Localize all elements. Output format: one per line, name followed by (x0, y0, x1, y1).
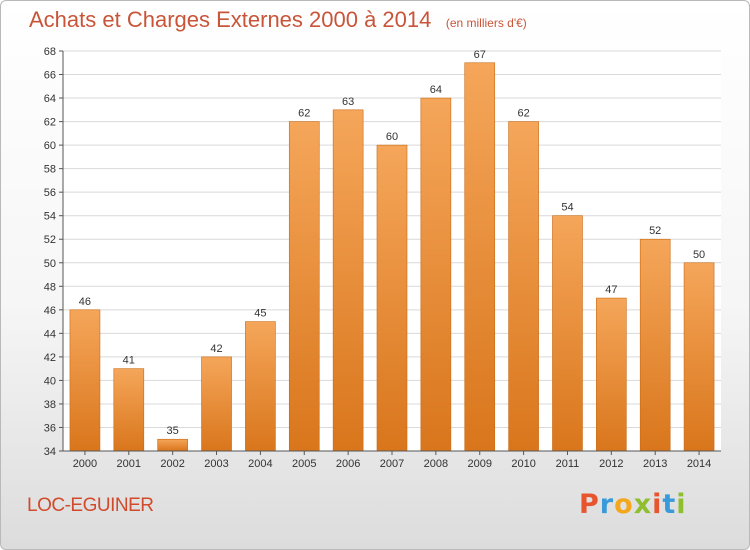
bar-2012[interactable] (596, 297, 627, 452)
x-tick-label-2006: 2006 (336, 458, 360, 470)
bar-2009[interactable] (464, 62, 496, 452)
bar-2013[interactable] (639, 238, 671, 452)
bar-2011[interactable] (552, 215, 583, 452)
x-tick-label-2004: 2004 (248, 458, 272, 470)
x-tick-label-2007: 2007 (380, 458, 404, 470)
x-tick-label-2013: 2013 (643, 458, 667, 470)
data-label-2012: 47 (605, 284, 617, 296)
y-tick-label: 34 (44, 446, 56, 458)
y-tick-label: 52 (44, 234, 56, 246)
data-label-2009: 67 (474, 49, 486, 61)
logo-letter: t (662, 489, 677, 520)
x-tick-label-2014: 2014 (687, 458, 711, 470)
logo-letter: x (633, 489, 653, 520)
bar-2001[interactable] (113, 368, 145, 452)
data-label-2008: 64 (430, 84, 442, 96)
data-label-2005: 62 (298, 108, 310, 120)
y-tick-label: 60 (44, 140, 56, 152)
data-label-2002: 35 (167, 425, 179, 437)
bar-2002[interactable] (157, 438, 188, 452)
data-label-2003: 42 (210, 343, 222, 355)
data-label-2007: 60 (386, 131, 398, 143)
logo-letter: r (599, 489, 615, 520)
y-tick-label: 40 (44, 375, 56, 387)
proxiti-logo[interactable]: Proxiti (579, 489, 687, 520)
bar-2006[interactable] (332, 109, 364, 452)
bar-2004[interactable] (245, 321, 276, 452)
bars: 46 41 35 42 45 62 63 60 64 67 62 54 47 52 50 (69, 49, 715, 452)
y-tick-label: 64 (44, 93, 56, 105)
x-tick-label-2009: 2009 (467, 458, 491, 470)
y-tick-label: 46 (44, 305, 56, 317)
chart-unit: (en milliers d'€) (445, 16, 527, 30)
y-tick-label: 50 (44, 258, 56, 270)
commune-name: LOC-EGUINER (27, 495, 154, 516)
data-label-2004: 45 (254, 308, 266, 320)
x-tick-label-2011: 2011 (556, 458, 580, 470)
bar-2005[interactable] (288, 121, 320, 452)
bar-2014[interactable] (683, 262, 715, 452)
logo-letter: i (676, 489, 687, 520)
data-label-2011: 54 (561, 202, 573, 214)
y-tick-label: 36 (44, 422, 56, 434)
data-label-2000: 46 (79, 296, 91, 308)
x-tick-label-2005: 2005 (292, 458, 316, 470)
bar-2007[interactable] (376, 144, 408, 452)
y-tick-label: 62 (44, 117, 56, 129)
x-tick-label-2010: 2010 (511, 458, 535, 470)
data-label-2013: 52 (649, 225, 661, 237)
bar-2008[interactable] (420, 97, 452, 452)
y-tick-label: 56 (44, 187, 56, 199)
x-tick-label-2002: 2002 (160, 458, 184, 470)
x-tick-label-2012: 2012 (599, 458, 623, 470)
y-tick-label: 58 (44, 164, 56, 176)
logo-letter: P (579, 489, 600, 520)
bar-2000[interactable] (69, 309, 101, 452)
x-tick-label-2000: 2000 (73, 458, 97, 470)
y-tick-label: 48 (44, 281, 56, 293)
x-tick-label-2001: 2001 (117, 458, 141, 470)
logo-letter: o (614, 489, 634, 520)
y-tick-label: 44 (44, 328, 56, 340)
data-label-2014: 50 (693, 249, 705, 261)
y-tick-label: 38 (44, 399, 56, 411)
logo-letter: i (652, 489, 663, 520)
y-tick-label: 66 (44, 70, 56, 82)
bar-2010[interactable] (508, 121, 539, 452)
x-tick-label-2008: 2008 (424, 458, 448, 470)
data-label-2010: 62 (517, 108, 529, 120)
axes: 34 36 38 40 42 44 46 48 50 52 54 56 58 60 62 64 66 68 2000… (44, 46, 721, 470)
bar-2003[interactable] (201, 356, 232, 452)
y-tick-label: 54 (44, 211, 56, 223)
x-tick-label-2003: 2003 (204, 458, 228, 470)
title-row: Achats et Charges Externes 2000 à 2014 (… (29, 7, 527, 33)
y-tick-label: 42 (44, 352, 56, 364)
data-label-2006: 63 (342, 96, 354, 108)
data-label-2001: 41 (123, 355, 135, 367)
chart-title: Achats et Charges Externes 2000 à 2014 (29, 7, 432, 32)
y-tick-label: 68 (44, 46, 56, 58)
